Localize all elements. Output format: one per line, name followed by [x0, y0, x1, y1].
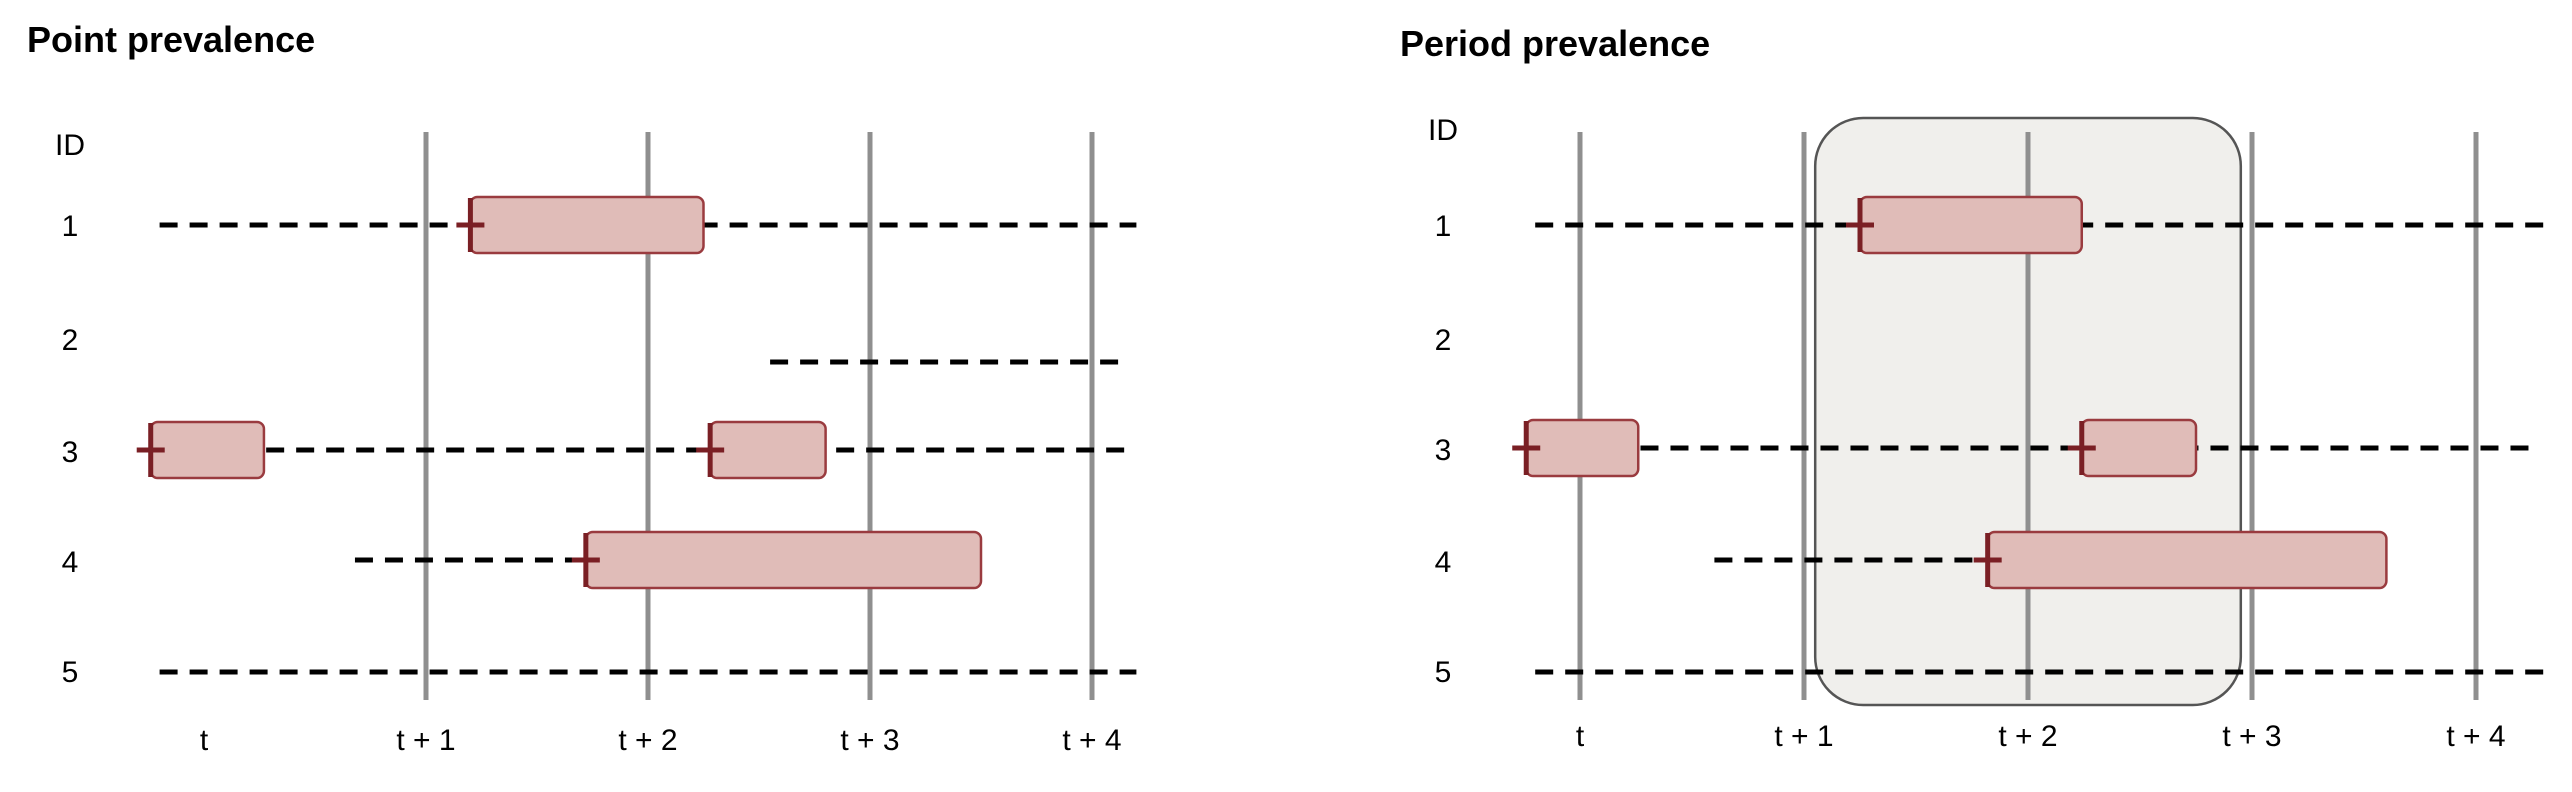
subject-row-1 — [1535, 195, 2544, 255]
disease-episode-bar — [149, 420, 266, 480]
subject-id-label: 5 — [1435, 656, 1452, 689]
onset-cross-icon — [1512, 421, 1541, 475]
disease-episode-bar — [1858, 195, 2084, 255]
subject-id-label: 3 — [1435, 434, 1452, 467]
onset-cross-icon — [136, 423, 165, 477]
subject-id-label: 4 — [62, 546, 79, 579]
subject-id-label: 3 — [62, 436, 79, 469]
panel-title: Point prevalence — [27, 19, 315, 60]
subject-id-label: 4 — [1435, 546, 1452, 579]
subject-id-label: 1 — [1435, 210, 1452, 243]
disease-episode-bar — [1986, 530, 2388, 590]
subject-row-3 — [136, 420, 1126, 480]
onset-cross-icon — [456, 198, 485, 252]
disease-episode-bar — [469, 195, 705, 255]
time-label: t + 1 — [1774, 720, 1833, 753]
time-label: t + 3 — [840, 724, 899, 757]
time-label: t — [200, 724, 209, 757]
disease-episode-bar — [584, 530, 983, 590]
onset-cross-icon — [571, 533, 600, 587]
time-label: t + 3 — [2222, 720, 2281, 753]
id-column-header: ID — [55, 129, 85, 162]
subject-row-4 — [354, 530, 983, 590]
time-label: t + 1 — [396, 724, 455, 757]
subject-id-label: 1 — [62, 210, 79, 243]
time-label: t + 4 — [2446, 720, 2505, 753]
disease-episode-bar — [1524, 418, 1640, 478]
onset-cross-icon — [1846, 198, 1874, 252]
time-label: t + 4 — [1062, 724, 1121, 757]
panel-title: Period prevalence — [1400, 23, 1710, 64]
onset-cross-icon — [1973, 533, 2002, 587]
time-label: t + 2 — [1998, 720, 2057, 753]
subject-id-label: 2 — [62, 324, 79, 357]
disease-episode-bar — [2080, 418, 2198, 478]
disease-episode-bar — [708, 420, 827, 480]
subject-id-label: 2 — [1435, 324, 1452, 357]
time-label: t + 2 — [618, 724, 677, 757]
subject-row-4 — [1714, 530, 2388, 590]
panel-period-prevalence: 1 2 3 4 5 ID t t + 1 t + 2 t + 3 t + 4 Period preva… — [1400, 23, 2544, 753]
subject-row-3 — [1512, 418, 2532, 478]
id-column-header: ID — [1428, 114, 1458, 147]
time-label: t — [1576, 720, 1585, 753]
onset-cross-icon — [2067, 421, 2096, 475]
panel-point-prevalence: 1 2 3 4 5 ID t t + 1 t + 2 t + 3 t + 4 Point preval… — [27, 19, 1137, 757]
subject-row-1 — [159, 195, 1137, 255]
onset-cross-icon — [696, 423, 725, 477]
subject-id-label: 5 — [62, 656, 79, 689]
